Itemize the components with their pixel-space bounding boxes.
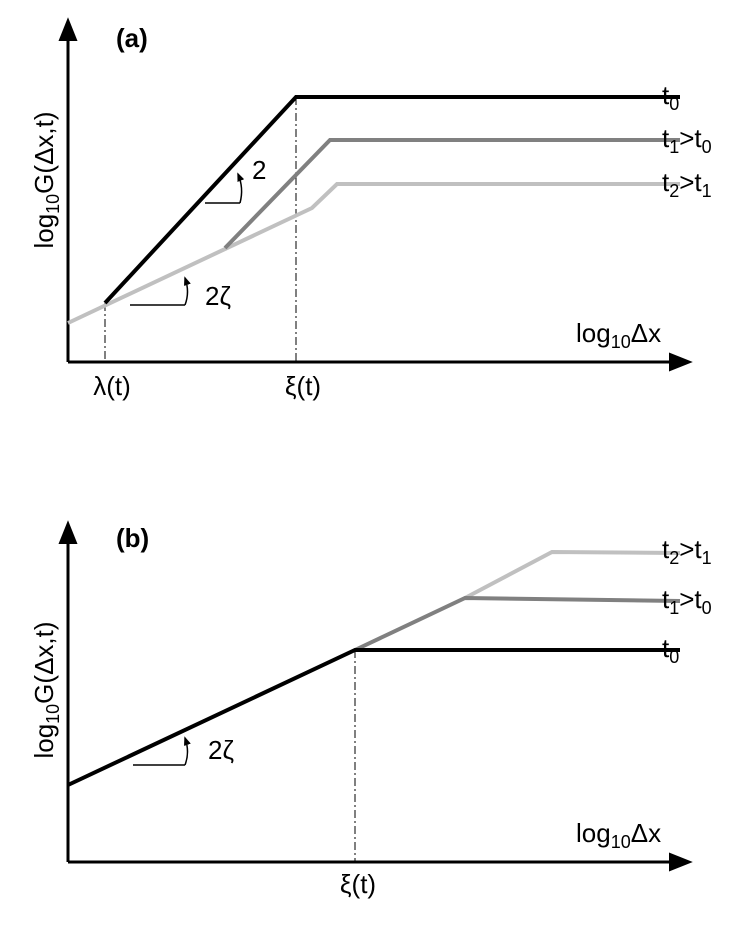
panel-label: (a) xyxy=(116,23,148,53)
curve-label: t1>t0 xyxy=(662,123,712,157)
slope-label: 2 xyxy=(252,155,266,185)
slope-label: 2ζ xyxy=(208,735,234,765)
x-marker-label: λ(t) xyxy=(93,371,131,401)
slope-marker xyxy=(184,276,191,306)
panel-a: (a) log10G(Δx,t) log10Δx t0 t1>t0 t2>t1 … xyxy=(29,17,712,401)
panel-b: (b) log10G(Δx,t) log10Δx t2>t1 t1>t0 t0 … xyxy=(29,520,712,899)
panel-label: (b) xyxy=(116,523,149,553)
x-axis-label: log10Δx xyxy=(576,318,661,352)
curve-label: t2>t1 xyxy=(662,167,712,201)
curve xyxy=(354,595,681,652)
y-axis-label: log10G(Δx,t) xyxy=(29,621,63,758)
curve xyxy=(67,648,680,787)
curve-label: t0 xyxy=(662,633,679,667)
x-axis-label: log10Δx xyxy=(576,818,661,852)
slope-marker xyxy=(184,736,191,766)
curve xyxy=(103,95,680,305)
curve xyxy=(464,549,681,600)
y-axis-label: log10G(Δx,t) xyxy=(29,111,63,248)
slope-label: 2ζ xyxy=(205,281,231,311)
curve-label: t1>t0 xyxy=(662,584,712,618)
x-marker-label: ξ(t) xyxy=(340,869,376,899)
curve-label: t0 xyxy=(662,80,679,114)
slope-marker xyxy=(237,172,245,204)
curve xyxy=(223,138,680,250)
x-marker-label: ξ(t) xyxy=(285,371,321,401)
curve xyxy=(67,182,680,325)
curve-label: t2>t1 xyxy=(662,534,712,568)
